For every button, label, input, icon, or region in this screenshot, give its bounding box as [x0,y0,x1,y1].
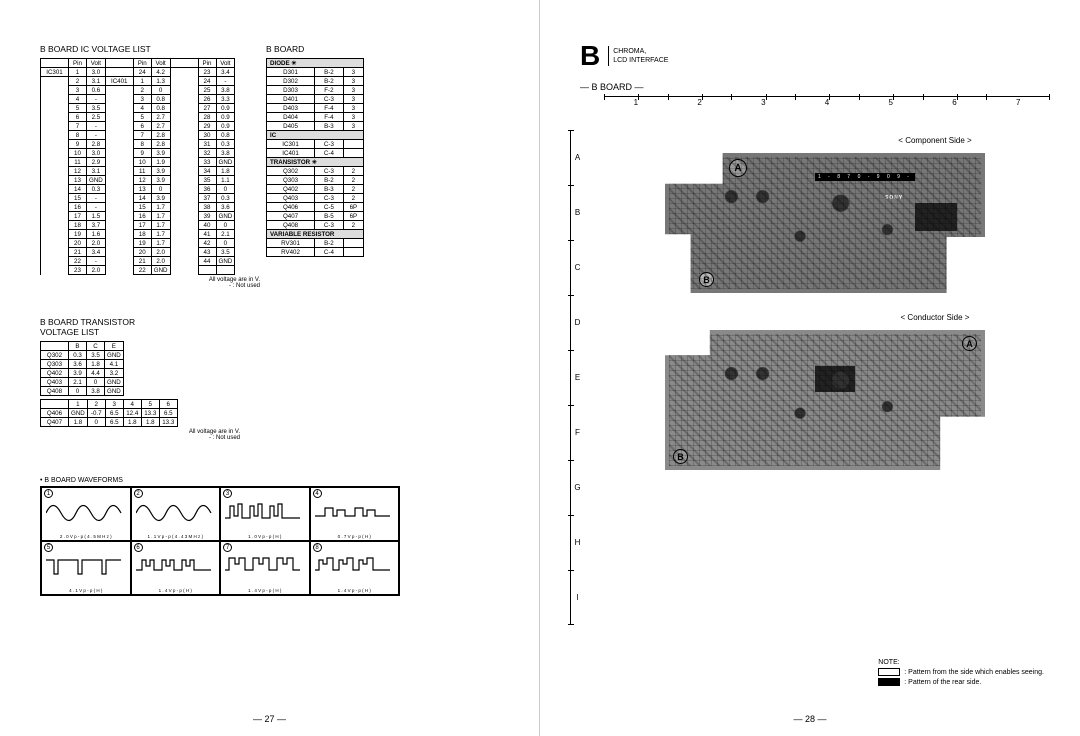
col-label: 1 [604,96,668,108]
board-area: < Component Side > A 1 - 8 7 0 - 9 0 9 -… [600,130,1050,490]
chip-icon [915,203,957,231]
row-label: F [570,405,584,460]
chip-icon [815,366,855,392]
waveforms-block: • B BOARD WAVEFORMS 12 . 0 V p - p ( 4 .… [40,477,509,596]
row-label: C [570,240,584,295]
grid-axis-vertical: ABCDEFGHI [570,130,584,625]
legend-title: NOTE: [878,659,1044,666]
marker-a-icon: A [729,159,747,177]
volt-note-2: All voltage are in V. - : Not used [40,429,240,441]
col-label: 2 [668,96,732,108]
ic-voltage-block: B BOARD IC VOLTAGE LIST PinVoltPinVoltPi… [40,40,260,289]
waveform-cell: 40 . 7 V p - p ( H ) [310,487,400,541]
row-label: G [570,460,584,515]
col-label: 5 [859,96,923,108]
waveform-cell: 31 . 0 V p - p ( H ) [220,487,310,541]
col-label: 3 [731,96,795,108]
page-number-28: — 28 — [793,714,826,724]
big-b-letter: B [580,40,600,72]
section-header: B CHROMA, LCD INTERFACE [580,40,1050,72]
waveform-cell: 21 . 1 V p - p ( 4 . 4 3 M H z ) [131,487,221,541]
transistor-table-2: 123456Q406GND-0.76.512.413.36.5Q4071.806… [40,399,178,427]
waveform-cell: 61 . 4 V p - p ( H ) [131,541,221,595]
swatch-white-icon [878,668,900,676]
transistor-voltage-title: B BOARD TRANSISTOR VOLTAGE LIST [40,317,509,337]
component-loc-block: B BOARD DIODE ✳D301B-23D302B-23D303F-23D… [266,40,364,257]
col-label: 6 [923,96,987,108]
volt-note-1: All voltage are in V. - : Not used [40,277,260,289]
swatch-black-icon [878,678,900,686]
ic-voltage-title: B BOARD IC VOLTAGE LIST [40,44,260,54]
bracket-line-1: CHROMA, [613,48,646,55]
marker-a-icon: A [962,336,977,351]
pcb-component-side: A 1 - 8 7 0 - 9 0 9 - SONY B [665,153,985,293]
marker-b-icon: B [673,449,688,464]
page-number-27: — 27 — [253,714,286,724]
bracket-line-2: LCD INTERFACE [613,57,668,64]
row-label: I [570,570,584,625]
row-label: E [570,350,584,405]
waveform-cell: 54 . 1 V p - p ( H ) [41,541,131,595]
grid-axis-horizontal: 1234567 [604,96,1050,108]
component-loc-table: DIODE ✳D301B-23D302B-23D303F-23D401C-33D… [266,58,364,257]
page-28: B CHROMA, LCD INTERFACE — B BOARD — 1234… [540,0,1080,736]
b-board-title: B BOARD [266,44,364,54]
waveform-cell: 12 . 0 V p - p ( 4 . 5 M H z ) [41,487,131,541]
waveforms-grid: 12 . 0 V p - p ( 4 . 5 M H z )21 . 1 V p… [40,486,400,596]
conductor-side-label: < Conductor Side > [820,313,1050,322]
legend-black-text: : Pattern of the rear side. [904,679,981,686]
waveform-cell: 81 . 4 V p - p ( H ) [310,541,400,595]
legend: NOTE: : Pattern from the side which enab… [878,659,1044,688]
page-27: B BOARD IC VOLTAGE LIST PinVoltPinVoltPi… [0,0,540,736]
row-label: D [570,295,584,350]
waveforms-title: • B BOARD WAVEFORMS [40,477,509,484]
component-side-label: < Component Side > [820,136,1050,145]
waveform-cell: 71 . 4 V p - p ( H ) [220,541,310,595]
row-label: H [570,515,584,570]
board-title: — B BOARD — [580,82,1050,92]
pcb-part-number: 1 - 8 7 0 - 9 0 9 - [815,173,915,181]
bracket-label: CHROMA, LCD INTERFACE [608,46,672,66]
row-label: A [570,130,584,185]
marker-b-icon: B [699,272,714,287]
ic-voltage-table: PinVoltPinVoltPinVoltIC30113.0244.2233.4… [40,58,235,275]
transistor-voltage-block: B BOARD TRANSISTOR VOLTAGE LIST BCEQ3020… [40,317,509,441]
pcb-brand: SONY [885,195,903,201]
row-label: B [570,185,584,240]
col-label: 4 [795,96,859,108]
legend-white-text: : Pattern from the side which enables se… [904,669,1044,676]
col-label: 7 [986,96,1050,108]
pcb-conductor-side: B A [665,330,985,470]
transistor-table-1: BCEQ3020.33.5GNDQ3033.61.84.1Q4023.94.43… [40,341,124,396]
